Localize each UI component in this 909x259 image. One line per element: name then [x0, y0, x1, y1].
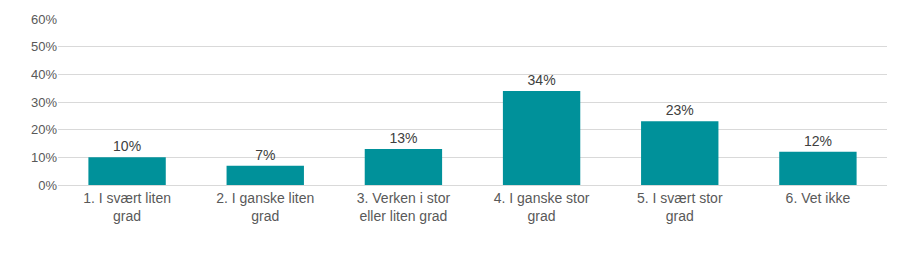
- svg-text:5. I svært storgrad: 5. I svært storgrad: [637, 190, 723, 224]
- svg-text:34%: 34%: [528, 72, 556, 88]
- svg-text:60%: 60%: [31, 12, 57, 27]
- svg-text:0%: 0%: [38, 178, 57, 193]
- svg-text:6. Vet ikke: 6. Vet ikke: [786, 190, 851, 206]
- svg-text:12%: 12%: [804, 133, 832, 149]
- svg-text:7%: 7%: [255, 147, 275, 163]
- svg-text:10%: 10%: [31, 150, 57, 165]
- svg-text:1. I svært litengrad: 1. I svært litengrad: [83, 190, 171, 224]
- svg-text:3. Verken i storeller liten gr: 3. Verken i storeller liten grad: [357, 190, 451, 224]
- svg-text:4. I ganske storgrad: 4. I ganske storgrad: [494, 190, 590, 224]
- svg-text:13%: 13%: [389, 130, 417, 146]
- svg-text:23%: 23%: [666, 102, 694, 118]
- svg-text:2. I ganske litengrad: 2. I ganske litengrad: [216, 190, 314, 224]
- svg-text:10%: 10%: [113, 138, 141, 154]
- svg-text:40%: 40%: [31, 67, 57, 82]
- svg-text:50%: 50%: [31, 39, 57, 54]
- svg-text:30%: 30%: [31, 95, 57, 110]
- svg-text:20%: 20%: [31, 122, 57, 137]
